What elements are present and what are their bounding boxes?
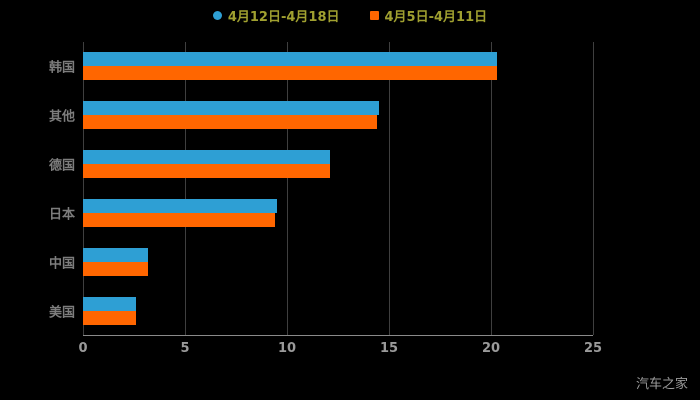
category-label: 美国 — [48, 305, 75, 321]
x-tick-label: 25 — [583, 341, 603, 356]
bar[interactable] — [83, 66, 498, 81]
x-tick-label: 5 — [180, 341, 190, 356]
bar[interactable] — [83, 296, 137, 311]
bar[interactable] — [83, 52, 498, 67]
legend-label: 4月5日-4月11日 — [384, 9, 488, 25]
bar[interactable] — [83, 247, 149, 262]
bar-group: 美国 — [49, 286, 593, 335]
gridline — [83, 42, 84, 335]
bar[interactable] — [83, 101, 379, 116]
x-tick-label: 0 — [78, 341, 88, 356]
bar[interactable] — [83, 310, 137, 325]
category-label: 日本 — [48, 207, 75, 223]
plot-area: 韩国其他德国日本中国美国 — [49, 42, 594, 336]
bar-group: 韩国 — [49, 42, 593, 91]
x-tick-label: 15 — [379, 341, 399, 356]
bar-group: 其他 — [49, 91, 593, 140]
gridline — [287, 42, 288, 335]
legend-item-week2[interactable]: 4月12日-4月18日 — [212, 6, 340, 25]
bar-group: 日本 — [49, 189, 593, 238]
bar[interactable] — [83, 212, 275, 227]
legend-marker-square-icon — [369, 10, 379, 20]
gridline — [593, 42, 594, 335]
category-label: 中国 — [48, 256, 75, 272]
x-tick-label: 10 — [277, 341, 297, 356]
x-tick-label: 20 — [481, 341, 501, 356]
category-label: 韩国 — [48, 60, 75, 76]
legend-label: 4月12日-4月18日 — [227, 9, 340, 25]
watermark: 汽车之家 — [635, 377, 688, 392]
gridline — [185, 42, 186, 335]
gridline — [491, 42, 492, 335]
bar[interactable] — [83, 164, 330, 179]
chart-legend: 4月12日-4月18日 4月5日-4月11日 — [0, 5, 700, 25]
legend-item-week1[interactable]: 4月5日-4月11日 — [369, 6, 488, 25]
category-label: 德国 — [48, 158, 75, 174]
bar[interactable] — [83, 115, 377, 130]
bar-group: 德国 — [49, 140, 593, 189]
gridline — [389, 42, 390, 335]
bar[interactable] — [83, 150, 330, 165]
bar[interactable] — [83, 261, 149, 276]
bar[interactable] — [83, 198, 277, 213]
bar-group: 中国 — [49, 237, 593, 286]
x-axis: 0 5 10 15 20 25 — [78, 341, 602, 359]
category-label: 其他 — [48, 109, 75, 125]
legend-marker-circle-icon — [212, 10, 222, 20]
